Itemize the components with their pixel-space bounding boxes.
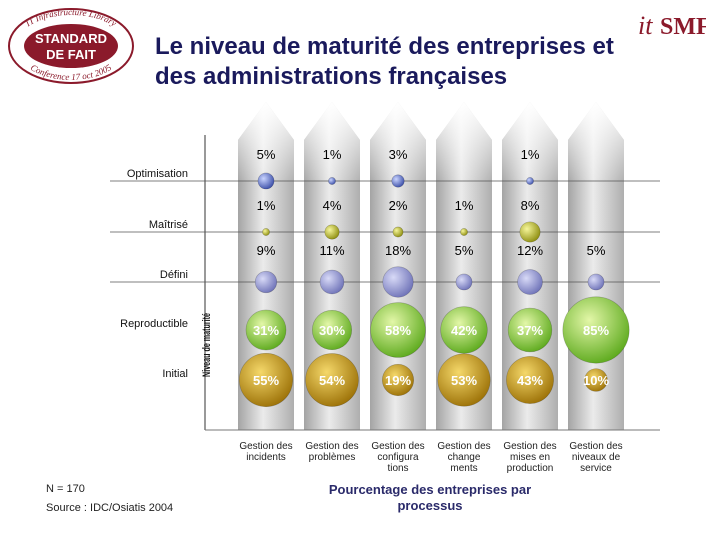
bubble [507, 307, 553, 353]
process-column-fade [238, 102, 294, 430]
bubble [254, 270, 278, 294]
itsmf-logo: it SMF [638, 11, 706, 40]
bubble [245, 309, 287, 351]
category-label: Gestion des [371, 441, 424, 452]
logo-it: it [638, 11, 653, 40]
data-label: 85% [583, 323, 609, 338]
data-label: 37% [517, 323, 543, 338]
level-label: Optimisation [127, 168, 188, 180]
logo-line2: DE FAIT [46, 47, 96, 62]
category-label: ments [450, 463, 477, 474]
data-label: 31% [253, 323, 279, 338]
bubble [257, 172, 275, 190]
bubble [392, 226, 404, 238]
bubble [382, 364, 414, 396]
data-label: 55% [253, 373, 279, 388]
title-line-1: Le niveau de maturité des entreprises et [155, 33, 614, 60]
bubble [506, 356, 554, 404]
data-label: 1% [521, 147, 540, 162]
source-note: Source : IDC/Osiatis 2004 [46, 502, 174, 514]
sample-size-note: N = 170 [46, 483, 85, 495]
bubble [311, 309, 353, 351]
bubble [391, 174, 405, 188]
data-label: 18% [385, 243, 411, 258]
data-label: 1% [455, 198, 474, 213]
category-label: Gestion des [239, 441, 292, 452]
category-label: service [580, 463, 612, 474]
data-label: 9% [257, 243, 276, 258]
level-label: Maîtrisé [149, 219, 188, 231]
data-label: 30% [319, 323, 345, 338]
data-label: 10% [583, 373, 609, 388]
bubble [262, 228, 270, 236]
category-label: production [507, 463, 554, 474]
data-label: 5% [455, 243, 474, 258]
title-line-2: des administrations françaises [155, 63, 508, 90]
bubble [455, 273, 473, 291]
bubble [324, 224, 340, 240]
category-label: niveaux de [572, 452, 621, 463]
logo-smf: SMF [660, 14, 706, 40]
level-label: Initial [162, 368, 188, 380]
data-label: 54% [319, 373, 345, 388]
category-label: tions [387, 463, 408, 474]
bubble [526, 177, 534, 185]
data-label: 3% [389, 147, 408, 162]
bubble [370, 302, 426, 358]
page-title: Le niveau de maturité des entreprises et… [155, 32, 700, 92]
bubble [305, 353, 359, 407]
data-label: 19% [385, 373, 411, 388]
data-label: 1% [323, 147, 342, 162]
process-column-fade [502, 102, 558, 430]
bubble [587, 273, 605, 291]
bubble [517, 269, 543, 295]
bubble [319, 269, 345, 295]
data-label: 5% [257, 147, 276, 162]
data-label: 1% [257, 198, 276, 213]
category-label: incidents [246, 452, 285, 463]
data-label: 2% [389, 198, 408, 213]
bubble [239, 353, 293, 407]
bubble [437, 353, 491, 407]
y-axis-title: Niveau de maturité [201, 313, 213, 377]
process-column-fade [304, 102, 360, 430]
bubble [382, 266, 414, 298]
category-label: Gestion des [569, 441, 622, 452]
data-label: 58% [385, 323, 411, 338]
category-label: problèmes [309, 452, 356, 463]
bubble [328, 177, 336, 185]
bubble [460, 228, 468, 236]
logo-line1: STANDARD [35, 31, 107, 46]
data-label: 53% [451, 373, 477, 388]
level-label: Reproductible [120, 318, 188, 330]
category-label: Gestion des [437, 441, 490, 452]
level-label: Défini [160, 269, 188, 281]
bubble [562, 296, 630, 364]
category-label: configura [377, 452, 419, 463]
category-label: Gestion des [305, 441, 358, 452]
data-label: 4% [323, 198, 342, 213]
standard-de-fait-logo: IT Infrastructure Library Conference 17 … [8, 7, 134, 84]
bubble [584, 368, 608, 392]
category-label: change [448, 452, 481, 463]
category-label: Gestion des [503, 441, 556, 452]
data-label: 43% [517, 373, 543, 388]
data-label: 8% [521, 198, 540, 213]
bubble [440, 306, 488, 354]
data-label: 5% [587, 243, 606, 258]
x-axis-title: Pourcentage des entreprises par processu… [328, 482, 532, 513]
data-label: 12% [517, 243, 543, 258]
bubble [519, 221, 541, 243]
data-label: 42% [451, 323, 477, 338]
category-label: mises en [510, 452, 550, 463]
data-label: 11% [319, 243, 344, 258]
